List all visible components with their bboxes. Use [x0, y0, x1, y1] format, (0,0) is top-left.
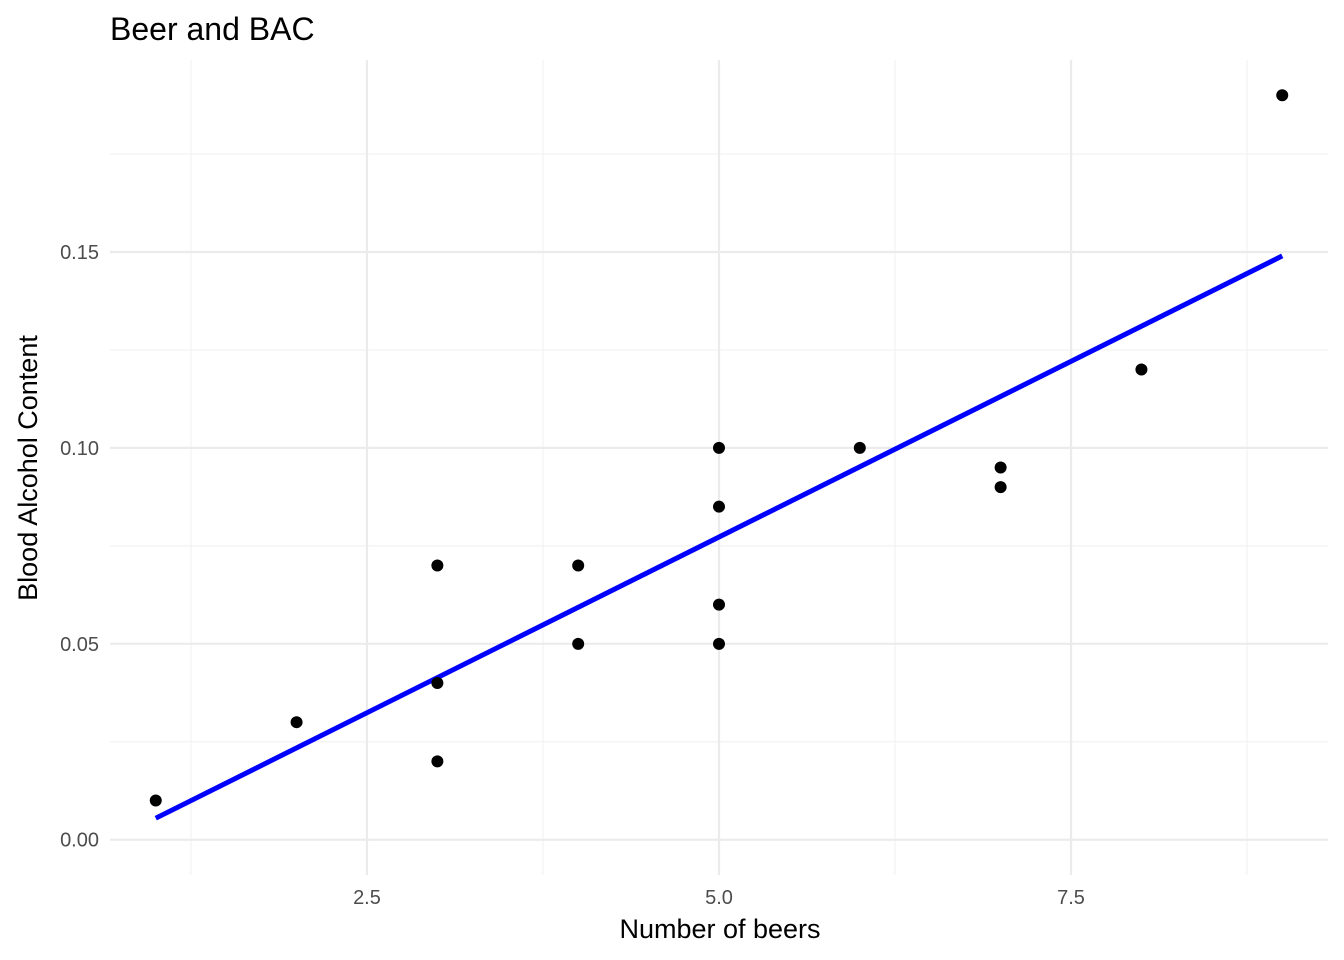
data-point: [1276, 89, 1289, 102]
regression-line: [154, 253, 1284, 821]
fit-line-layer: [154, 253, 1284, 821]
data-point: [149, 794, 162, 807]
y-tick-label: 0.10: [60, 438, 99, 460]
y-axis-title: Blood Alcohol Content: [13, 335, 43, 601]
data-point: [713, 598, 725, 611]
data-point: [431, 559, 444, 572]
x-tick-label: 2.5: [353, 887, 381, 909]
y-tick-label: 0.00: [60, 830, 99, 852]
data-point: [713, 500, 725, 513]
data-point: [572, 559, 585, 572]
data-point: [1135, 363, 1148, 376]
data-point: [431, 677, 444, 690]
data-point: [994, 461, 1007, 474]
x-axis-title: Number of beers: [619, 914, 820, 944]
data-point: [431, 755, 444, 768]
points-layer: [149, 89, 1289, 807]
data-point: [713, 637, 725, 650]
x-tick-label: 7.5: [1057, 887, 1085, 909]
x-tick-label: 5.0: [705, 887, 733, 909]
data-point: [994, 481, 1007, 494]
y-tick-label: 0.05: [60, 634, 99, 656]
y-tick-label: 0.15: [60, 242, 99, 264]
data-point: [853, 441, 866, 454]
tick-labels: 2.5 5.0 7.5 0.00 0.05 0.10 0.15: [60, 242, 1085, 909]
data-point: [290, 716, 303, 729]
data-point: [572, 637, 585, 650]
data-point: [713, 441, 725, 454]
chart-title: Beer and BAC: [110, 11, 315, 47]
